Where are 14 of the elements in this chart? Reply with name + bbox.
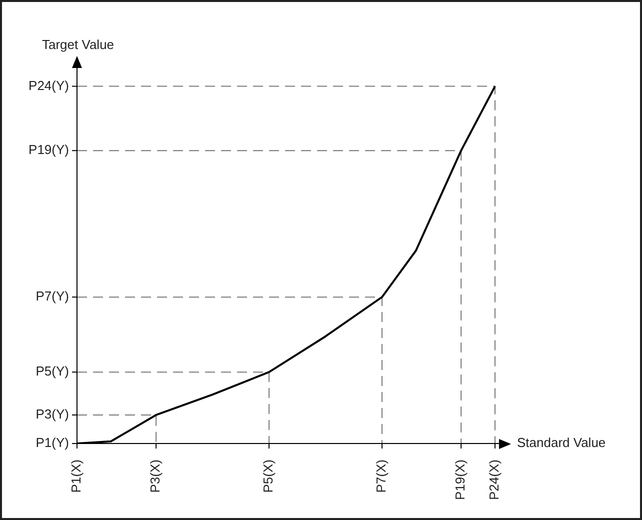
x-tick-label: P1(X): [68, 460, 84, 493]
text: P7(Y): [36, 288, 69, 304]
x-tick-label: P5(X): [260, 460, 276, 493]
x-tick-label: P24(X): [486, 460, 502, 500]
x-tick-label: P7(X): [374, 460, 389, 493]
text: P1(Y): [36, 435, 69, 450]
text: P5(Y): [36, 364, 69, 379]
text: P19(Y): [28, 142, 69, 158]
text: P3(Y): [36, 406, 69, 422]
x-axis-title: Standard Value: [517, 435, 606, 450]
x-tick-label: P3(X): [148, 460, 163, 493]
text: P24(Y): [28, 78, 69, 93]
x-tick-label: P19(X): [452, 460, 468, 500]
y-axis-title: Target Value: [42, 37, 114, 52]
